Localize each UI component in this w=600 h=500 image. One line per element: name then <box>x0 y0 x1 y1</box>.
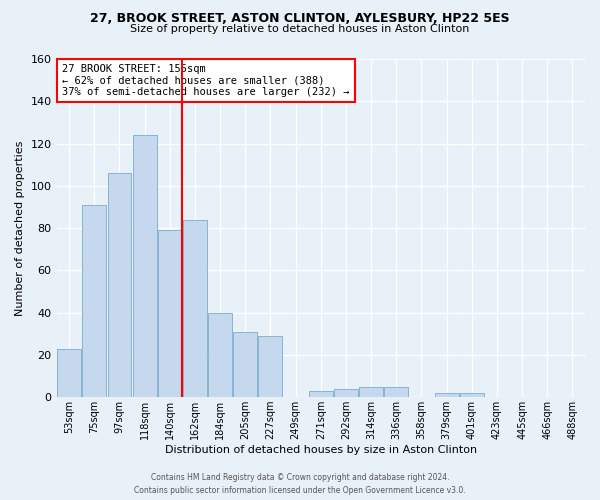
Bar <box>309 391 333 397</box>
Text: Size of property relative to detached houses in Aston Clinton: Size of property relative to detached ho… <box>130 24 470 34</box>
Y-axis label: Number of detached properties: Number of detached properties <box>15 140 25 316</box>
Bar <box>334 388 358 397</box>
Bar <box>57 348 81 397</box>
Bar <box>385 386 408 397</box>
Bar <box>460 393 484 397</box>
Text: 27, BROOK STREET, ASTON CLINTON, AYLESBURY, HP22 5ES: 27, BROOK STREET, ASTON CLINTON, AYLESBU… <box>90 12 510 26</box>
Bar <box>208 312 232 397</box>
Bar <box>259 336 283 397</box>
Bar <box>133 135 157 397</box>
Bar <box>233 332 257 397</box>
Bar <box>359 386 383 397</box>
X-axis label: Distribution of detached houses by size in Aston Clinton: Distribution of detached houses by size … <box>165 445 477 455</box>
Bar <box>183 220 207 397</box>
Text: 27 BROOK STREET: 155sqm
← 62% of detached houses are smaller (388)
37% of semi-d: 27 BROOK STREET: 155sqm ← 62% of detache… <box>62 64 349 98</box>
Bar <box>107 173 131 397</box>
Bar <box>434 393 458 397</box>
Bar <box>82 205 106 397</box>
Bar <box>158 230 182 397</box>
Text: Contains HM Land Registry data © Crown copyright and database right 2024.
Contai: Contains HM Land Registry data © Crown c… <box>134 474 466 495</box>
